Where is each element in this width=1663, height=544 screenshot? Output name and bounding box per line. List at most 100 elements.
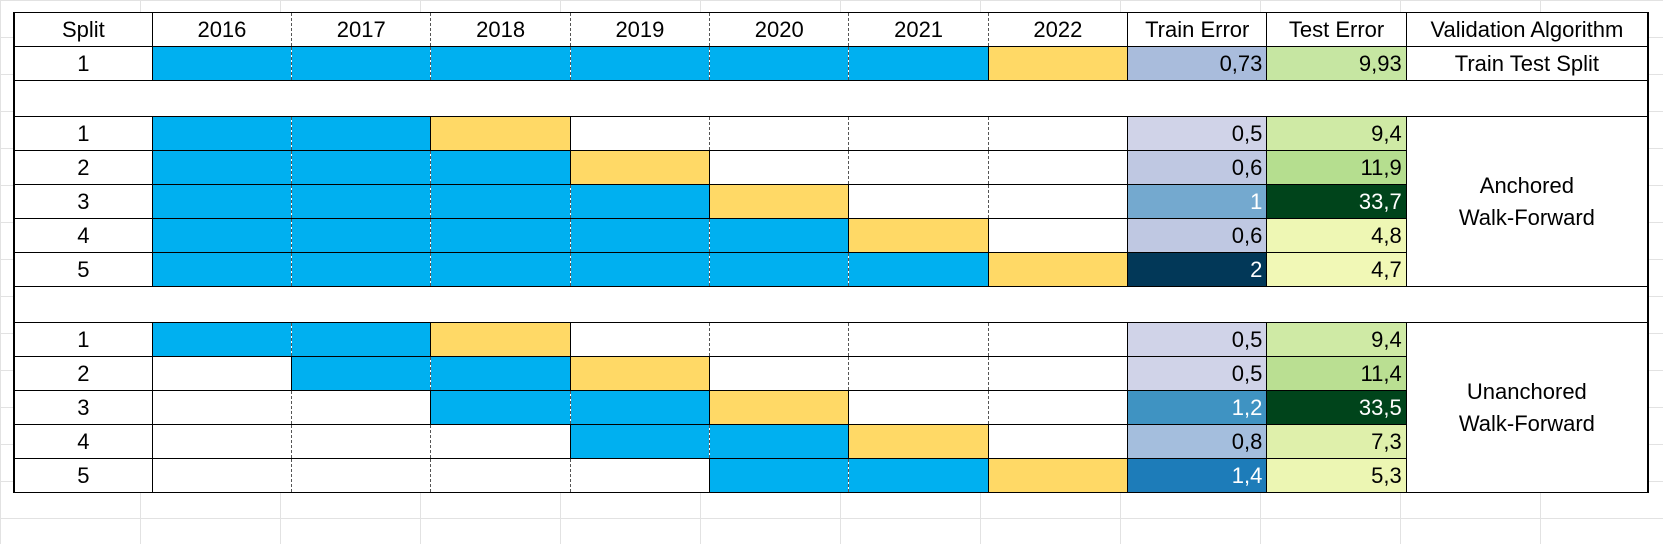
year-cell-train[interactable] [430, 218, 571, 253]
year-cell-test[interactable] [848, 424, 989, 459]
year-cell-train[interactable] [569, 390, 711, 425]
train-error-cell[interactable]: 0,6 [1127, 150, 1268, 185]
year-cell-test[interactable] [987, 46, 1129, 81]
year-cell-empty[interactable] [430, 458, 571, 493]
year-cell-train[interactable] [151, 252, 293, 287]
year-cell-train[interactable] [291, 356, 432, 391]
year-cell-train[interactable] [709, 424, 850, 459]
test-error-cell[interactable]: 9,4 [1266, 322, 1407, 357]
split-number[interactable]: 4 [12, 218, 153, 253]
year-cell-empty[interactable] [709, 322, 850, 357]
year-cell-empty[interactable] [151, 390, 293, 425]
test-error-cell[interactable]: 33,5 [1266, 390, 1407, 425]
test-error-cell[interactable]: 9,93 [1266, 46, 1407, 81]
train-error-cell[interactable]: 1,4 [1127, 458, 1268, 493]
year-cell-empty[interactable] [987, 322, 1129, 357]
year-cell-empty[interactable] [987, 116, 1129, 151]
year-cell-empty[interactable] [709, 116, 850, 151]
split-number[interactable]: 4 [12, 424, 153, 459]
validation-algorithm-cell[interactable]: Anchored Walk-Forward [1405, 116, 1649, 287]
test-error-cell[interactable]: 11,4 [1266, 356, 1407, 391]
year-cell-train[interactable] [569, 46, 711, 81]
test-error-cell[interactable]: 5,3 [1266, 458, 1407, 493]
year-cell-train[interactable] [430, 46, 571, 81]
year-cell-test[interactable] [987, 458, 1129, 493]
year-cell-empty[interactable] [848, 322, 989, 357]
year-cell-train[interactable] [569, 218, 711, 253]
year-cell-empty[interactable] [848, 390, 989, 425]
year-cell-train[interactable] [430, 390, 571, 425]
year-cell-train[interactable] [709, 218, 850, 253]
header-year[interactable]: 2021 [848, 12, 989, 47]
year-cell-empty[interactable] [569, 458, 711, 493]
year-cell-empty[interactable] [709, 150, 850, 185]
year-cell-train[interactable] [569, 252, 711, 287]
year-cell-empty[interactable] [987, 390, 1129, 425]
year-cell-empty[interactable] [151, 458, 293, 493]
year-cell-test[interactable] [709, 184, 850, 219]
year-cell-train[interactable] [291, 46, 432, 81]
year-cell-empty[interactable] [291, 390, 432, 425]
year-cell-test[interactable] [709, 390, 850, 425]
year-cell-empty[interactable] [569, 322, 711, 357]
year-cell-train[interactable] [291, 116, 432, 151]
year-cell-train[interactable] [848, 46, 989, 81]
test-error-cell[interactable]: 11,9 [1266, 150, 1407, 185]
header-year[interactable]: 2019 [569, 12, 711, 47]
year-cell-train[interactable] [709, 458, 850, 493]
year-cell-train[interactable] [291, 184, 432, 219]
year-cell-train[interactable] [430, 356, 571, 391]
split-number[interactable]: 1 [12, 116, 153, 151]
test-error-cell[interactable]: 4,8 [1266, 218, 1407, 253]
train-error-cell[interactable]: 0,5 [1127, 356, 1268, 391]
header-year[interactable]: 2018 [430, 12, 571, 47]
year-cell-train[interactable] [430, 252, 571, 287]
train-error-cell[interactable]: 1 [1127, 184, 1268, 219]
year-cell-empty[interactable] [987, 150, 1129, 185]
year-cell-train[interactable] [709, 252, 850, 287]
year-cell-train[interactable] [569, 424, 711, 459]
header-year[interactable]: 2022 [987, 12, 1129, 47]
year-cell-train[interactable] [291, 150, 432, 185]
train-error-cell[interactable]: 2 [1127, 252, 1268, 287]
train-error-cell[interactable]: 0,8 [1127, 424, 1268, 459]
header-test-error[interactable]: Test Error [1266, 12, 1407, 47]
header-year[interactable]: 2017 [291, 12, 432, 47]
year-cell-empty[interactable] [987, 218, 1129, 253]
year-cell-empty[interactable] [151, 356, 293, 391]
header-year[interactable]: 2016 [151, 12, 293, 47]
header-validation-algorithm[interactable]: Validation Algorithm [1405, 12, 1649, 47]
year-cell-train[interactable] [291, 252, 432, 287]
split-number[interactable]: 3 [12, 390, 153, 425]
year-cell-empty[interactable] [848, 116, 989, 151]
year-cell-train[interactable] [430, 184, 571, 219]
header-split[interactable]: Split [12, 12, 153, 47]
split-number[interactable]: 5 [12, 252, 153, 287]
spacer-cell[interactable] [13, 286, 1649, 323]
train-error-cell[interactable]: 0,73 [1127, 46, 1268, 81]
year-cell-empty[interactable] [987, 184, 1129, 219]
year-cell-train[interactable] [430, 150, 571, 185]
year-cell-test[interactable] [430, 116, 571, 151]
year-cell-empty[interactable] [291, 458, 432, 493]
year-cell-train[interactable] [151, 150, 293, 185]
validation-algorithm-cell[interactable]: Unanchored Walk-Forward [1405, 322, 1649, 493]
year-cell-train[interactable] [848, 252, 989, 287]
year-cell-empty[interactable] [848, 356, 989, 391]
validation-algorithm-cell[interactable]: Train Test Split [1405, 46, 1649, 81]
year-cell-empty[interactable] [848, 184, 989, 219]
year-cell-test[interactable] [848, 218, 989, 253]
header-year[interactable]: 2020 [709, 12, 850, 47]
year-cell-train[interactable] [569, 184, 711, 219]
year-cell-empty[interactable] [987, 424, 1129, 459]
year-cell-test[interactable] [987, 252, 1129, 287]
year-cell-test[interactable] [569, 150, 711, 185]
split-number[interactable]: 2 [12, 356, 153, 391]
split-number[interactable]: 3 [12, 184, 153, 219]
spacer-cell[interactable] [13, 80, 1649, 117]
year-cell-train[interactable] [151, 46, 293, 81]
year-cell-empty[interactable] [569, 116, 711, 151]
year-cell-empty[interactable] [291, 424, 432, 459]
year-cell-test[interactable] [430, 322, 571, 357]
year-cell-test[interactable] [569, 356, 711, 391]
